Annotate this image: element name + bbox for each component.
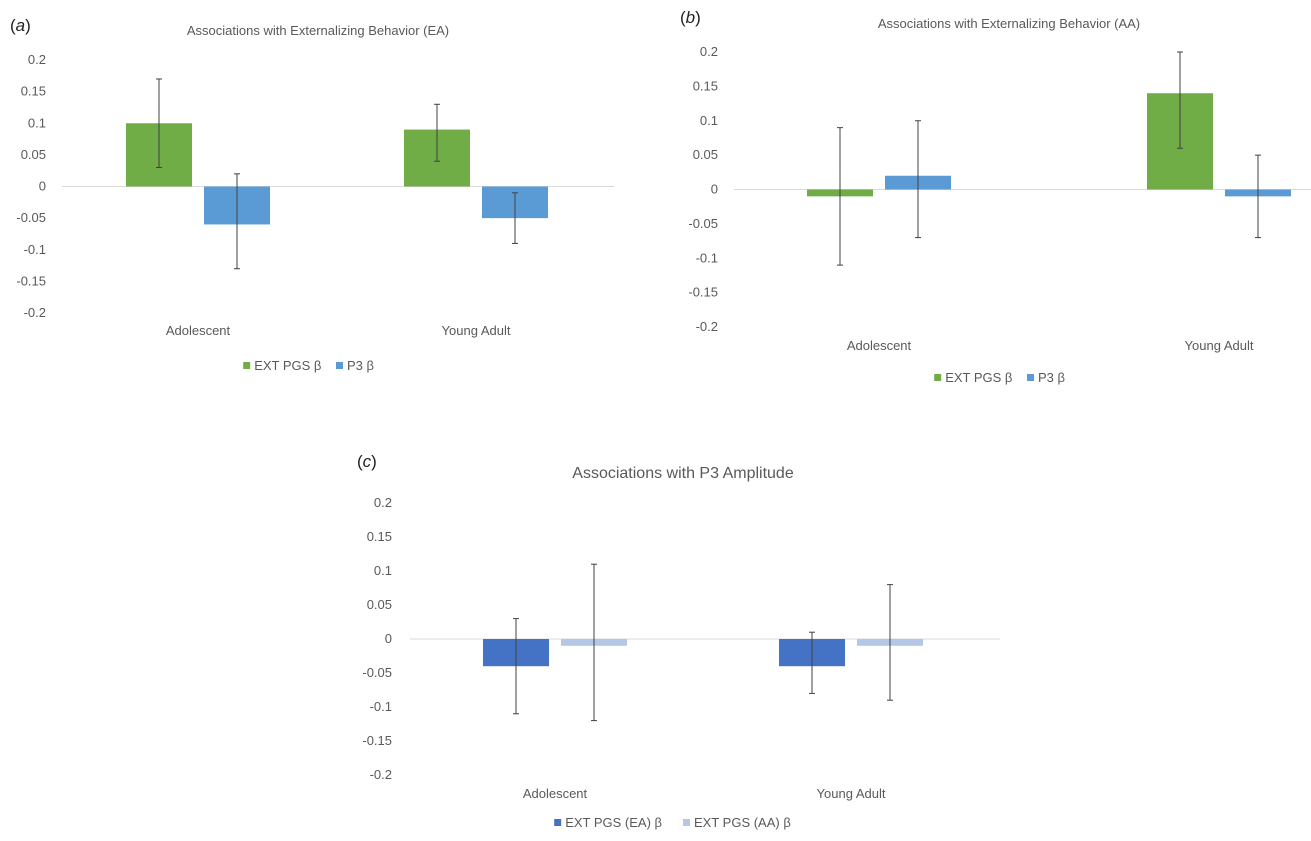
- panel-label-a: (a): [10, 16, 31, 35]
- y-tick-label: 0.1: [374, 563, 392, 578]
- y-tick-label: -0.1: [696, 250, 718, 265]
- chart-panel-c: (c) Associations with P3 Amplitude 0.2 0.…: [340, 440, 1020, 836]
- y-tick-label: 0.15: [367, 529, 392, 544]
- y-tick-label: -0.2: [24, 305, 46, 320]
- y-tick-label: -0.05: [362, 665, 392, 680]
- panel-label-b: (b): [680, 8, 701, 27]
- y-tick-label: -0.1: [370, 699, 392, 714]
- legend-label: EXT PGS (AA) β: [694, 815, 791, 830]
- chart-title-b: Associations with Externalizing Behavior…: [878, 16, 1140, 31]
- chart-title-a: Associations with Externalizing Behavior…: [187, 23, 449, 38]
- legend-swatch: [683, 819, 690, 826]
- y-axis-ticks: 0.2 0.15 0.1 0.05 0 -0.05 -0.1 -0.15 -0.2: [16, 52, 46, 320]
- y-tick-label: -0.15: [362, 733, 392, 748]
- y-tick-label: 0.2: [374, 495, 392, 510]
- y-tick-label: 0.15: [21, 84, 46, 99]
- chart-panel-b: (b) Associations with Externalizing Beha…: [660, 0, 1311, 400]
- legend-swatch: [243, 362, 251, 369]
- legend-label: P3 β: [1038, 370, 1065, 385]
- legend-label: EXT PGS (EA) β: [565, 815, 662, 830]
- legend: EXT PGS β P3 β: [243, 358, 374, 373]
- legend-label: EXT PGS β: [945, 370, 1012, 385]
- series-1: [807, 51, 1213, 266]
- y-tick-label: 0: [39, 179, 46, 194]
- y-axis-ticks: 0.2 0.15 0.1 0.05 0 -0.05 -0.1 -0.15 -0.2: [688, 44, 718, 334]
- y-tick-label: -0.15: [16, 273, 46, 288]
- y-tick-label: 0.1: [28, 115, 46, 130]
- legend-label: EXT PGS β: [254, 358, 321, 373]
- legend-swatch: [934, 374, 942, 381]
- y-axis-ticks: 0.2 0.15 0.1 0.05 0 -0.05 -0.1 -0.15 -0.2: [362, 495, 392, 782]
- series-1: [483, 618, 845, 715]
- legend: EXT PGS β P3 β: [934, 370, 1065, 385]
- y-tick-label: 0.05: [693, 147, 718, 162]
- chart-svg-b: (b) Associations with Externalizing Beha…: [680, 8, 1311, 385]
- y-tick-label: -0.2: [370, 767, 392, 782]
- y-tick-label: -0.1: [24, 242, 46, 257]
- category-label: Adolescent: [847, 338, 912, 353]
- chart-svg-a: (a) Associations with Externalizing Beha…: [10, 16, 614, 373]
- legend: EXT PGS (EA) β EXT PGS (AA) β: [554, 815, 791, 830]
- y-tick-label: -0.2: [696, 319, 718, 334]
- y-tick-label: -0.05: [16, 210, 46, 225]
- category-label: Adolescent: [166, 323, 231, 338]
- category-label: Young Adult: [817, 786, 886, 801]
- panel-label-c: (c): [357, 452, 377, 471]
- category-label: Adolescent: [523, 786, 588, 801]
- series-2: [204, 173, 548, 270]
- series-2: [885, 120, 1291, 239]
- legend-swatch: [1027, 374, 1034, 381]
- chart-title-c: Associations with P3 Amplitude: [572, 465, 794, 482]
- y-tick-label: 0.2: [700, 44, 718, 59]
- y-tick-label: 0.05: [21, 147, 46, 162]
- y-tick-label: 0: [385, 631, 392, 646]
- legend-swatch: [554, 819, 562, 826]
- legend-swatch: [336, 362, 343, 369]
- chart-svg-c: (c) Associations with P3 Amplitude 0.20.…: [357, 452, 1000, 830]
- y-tick-label: -0.15: [688, 285, 718, 300]
- y-tick-label: -0.05: [688, 216, 718, 231]
- series-1: [126, 78, 470, 187]
- y-tick-label: 0: [711, 182, 718, 197]
- category-label: Young Adult: [442, 323, 511, 338]
- legend-label: P3 β: [347, 358, 374, 373]
- y-tick-label: 0.15: [693, 78, 718, 93]
- y-tick-label: 0.2: [28, 52, 46, 67]
- series-2: [561, 563, 923, 722]
- y-tick-label: 0.1: [700, 113, 718, 128]
- category-label: Young Adult: [1185, 338, 1254, 353]
- chart-panel-a: (a) Associations with Externalizing Beha…: [0, 0, 640, 390]
- y-tick-label: 0.05: [367, 597, 392, 612]
